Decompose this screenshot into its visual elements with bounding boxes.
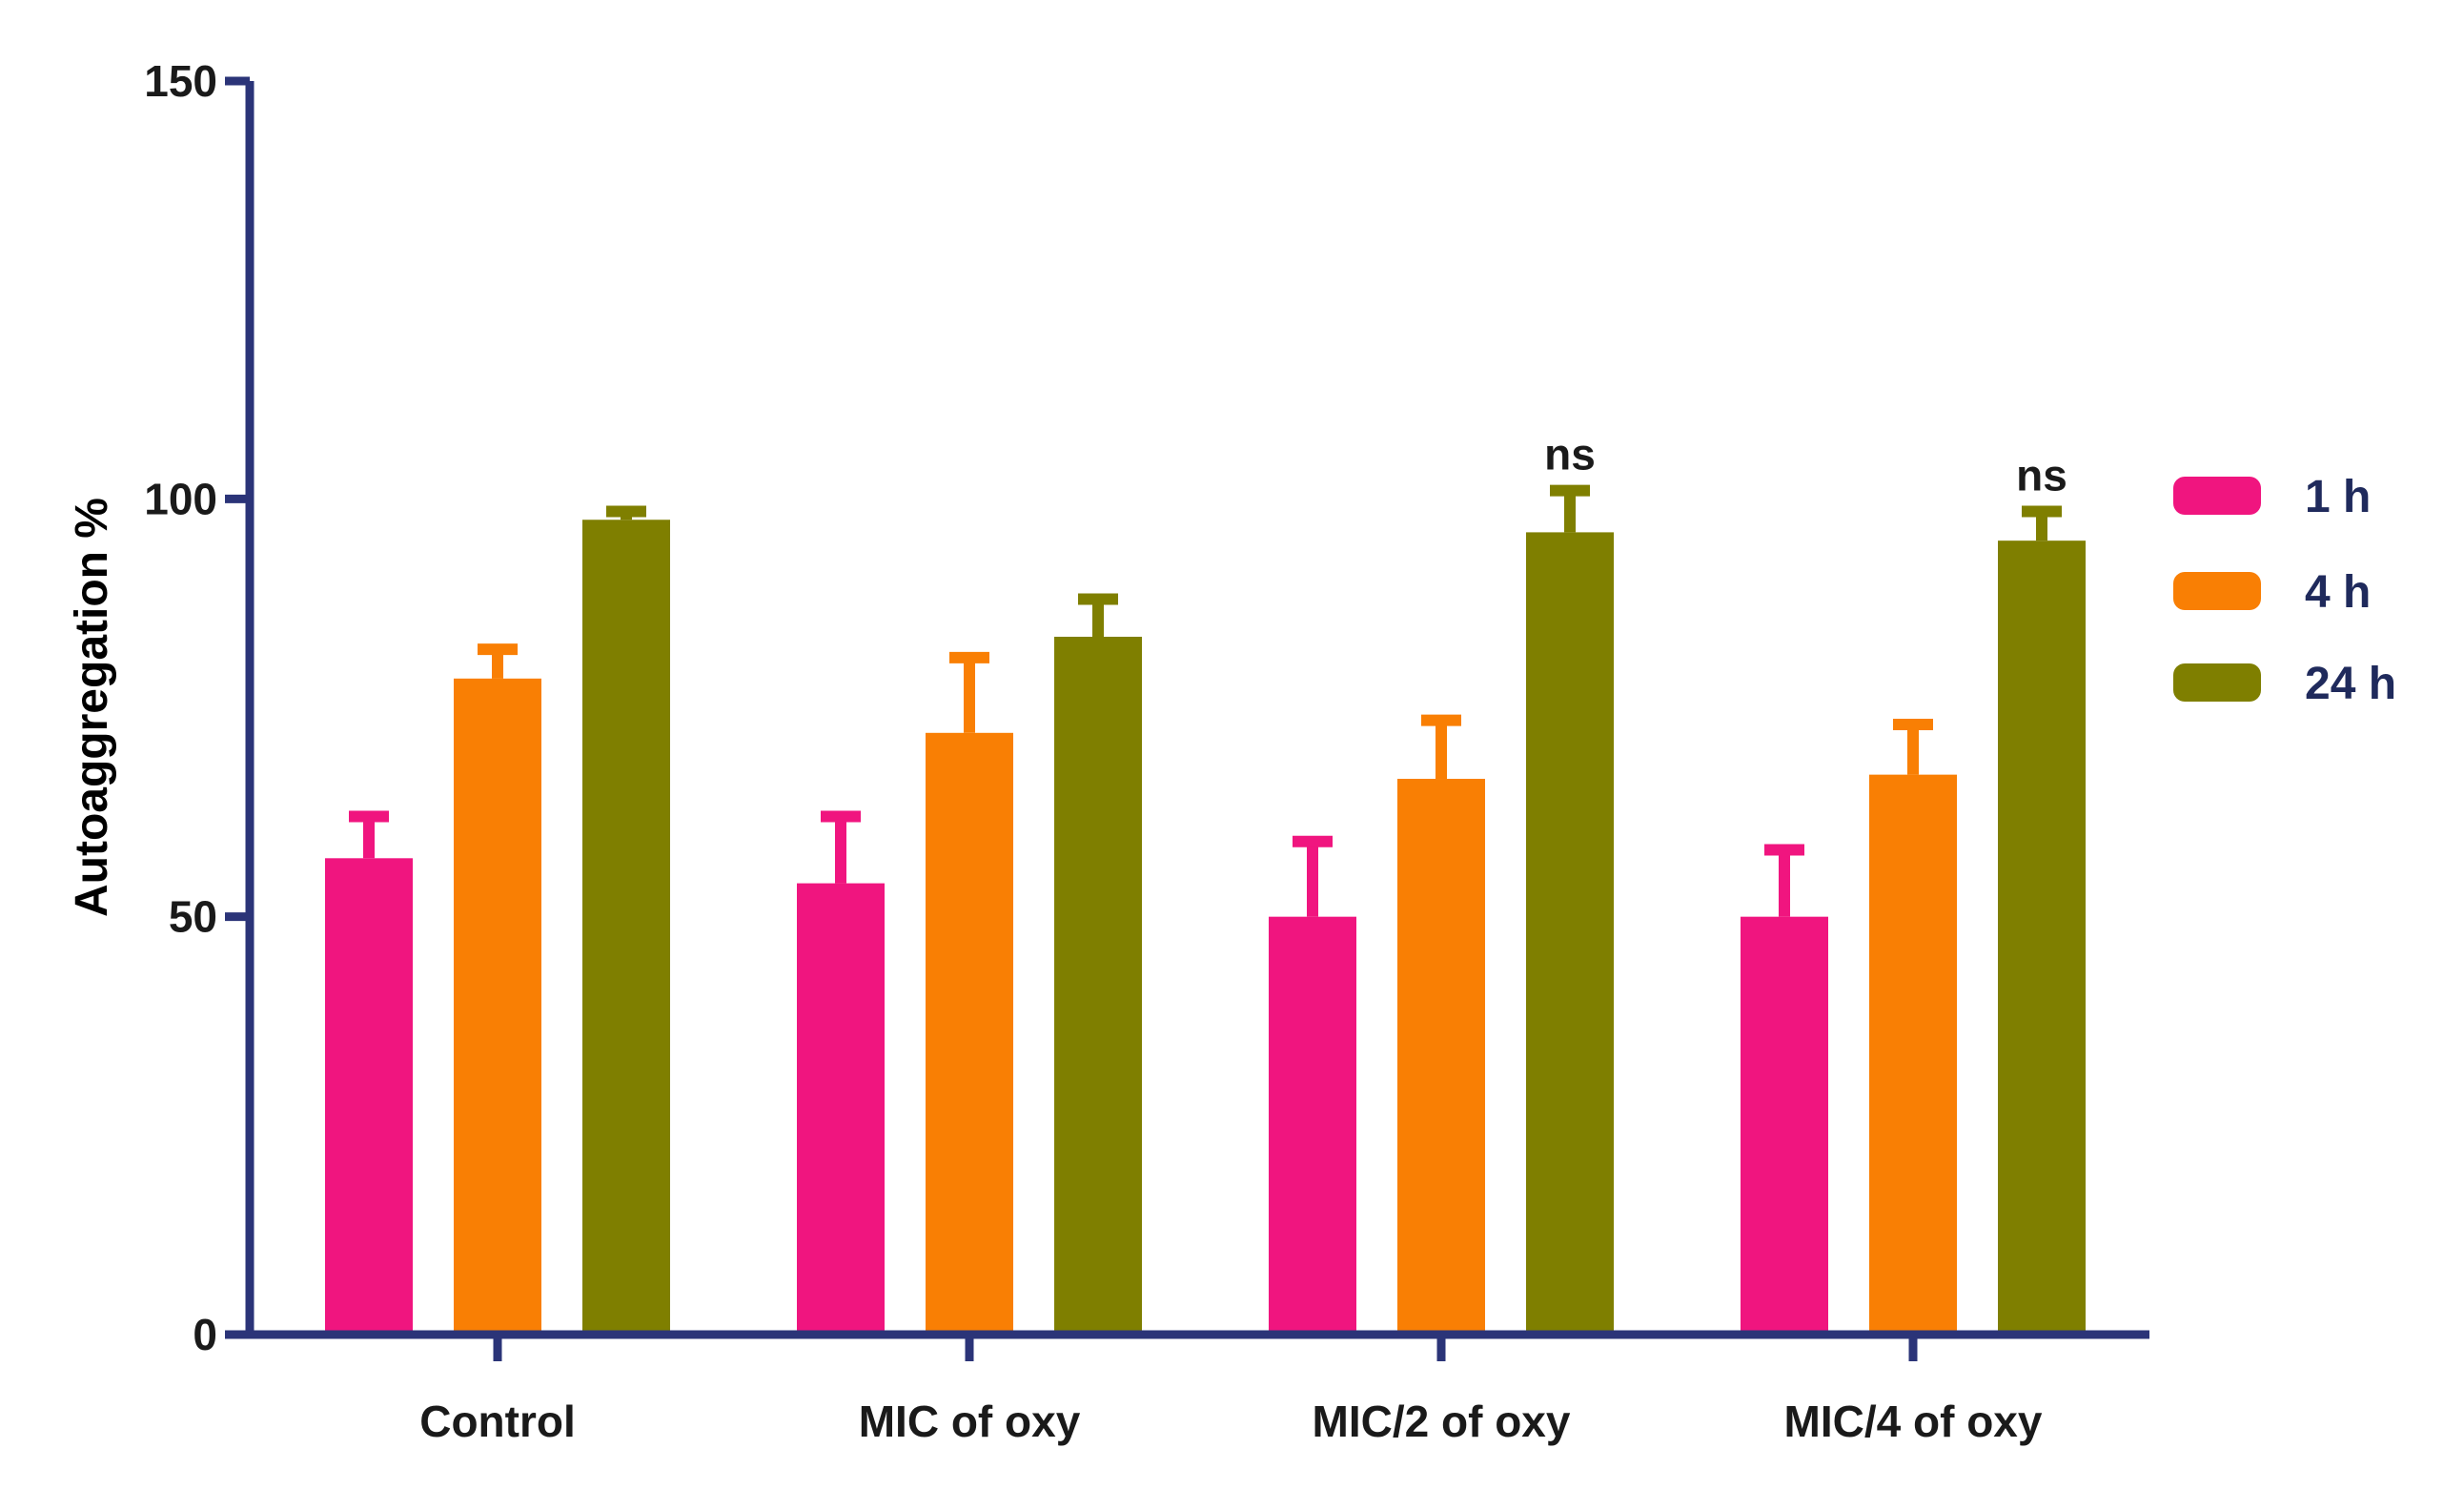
bar-mic-4-of-oxy-24-h — [1998, 541, 2086, 1335]
legend-swatch-4-h — [2173, 572, 2261, 610]
y-axis-title: Autoaggregation % — [67, 498, 117, 917]
bar-mic-2-of-oxy-24-h — [1526, 532, 1614, 1335]
y-tick-label-100: 100 — [144, 474, 217, 523]
bar-control-1-h — [325, 858, 413, 1335]
y-tick-label-150: 150 — [144, 56, 217, 106]
legend-label-24-h: 24 h — [2305, 659, 2396, 709]
legend: 1 h 4 h 24 h — [2173, 472, 2396, 709]
annotation-ns: ns — [1544, 430, 1596, 479]
axes-layer — [225, 76, 2149, 1361]
x-tick-label-mic-4-of-oxy: MIC/4 of oxy — [1784, 1397, 2043, 1446]
bar-mic-of-oxy-24-h — [1054, 636, 1142, 1335]
x-tick-label-mic-2-of-oxy: MIC/2 of oxy — [1313, 1397, 1571, 1446]
bar-mic-4-of-oxy-4-h — [1869, 774, 1957, 1335]
bar-control-24-h — [582, 520, 670, 1335]
y-tick-label-50: 50 — [169, 892, 217, 942]
y-tick-label-0: 0 — [193, 1310, 217, 1359]
legend-label-1-h: 1 h — [2305, 472, 2371, 522]
legend-label-4-h: 4 h — [2305, 567, 2371, 618]
bar-control-4-h — [454, 678, 541, 1335]
legend-swatch-24-h — [2173, 663, 2261, 702]
labels-layer: ns ns 0 50 100 150 Control MIC of oxy MIC/2 of o… — [67, 56, 2067, 1446]
bar-mic-4-of-oxy-1-h — [1741, 916, 1828, 1335]
bar-mic-2-of-oxy-4-h — [1397, 779, 1485, 1335]
annotation-ns: ns — [2016, 450, 2067, 500]
legend-swatch-1-h — [2173, 477, 2261, 515]
bar-mic-of-oxy-1-h — [797, 883, 885, 1335]
bar-mic-of-oxy-4-h — [926, 732, 1013, 1335]
x-tick-label-control: Control — [419, 1397, 576, 1446]
bars-layer — [325, 484, 2086, 1335]
x-tick-label-mic-of-oxy: MIC of oxy — [859, 1397, 1081, 1446]
bar-mic-2-of-oxy-1-h — [1269, 916, 1356, 1335]
